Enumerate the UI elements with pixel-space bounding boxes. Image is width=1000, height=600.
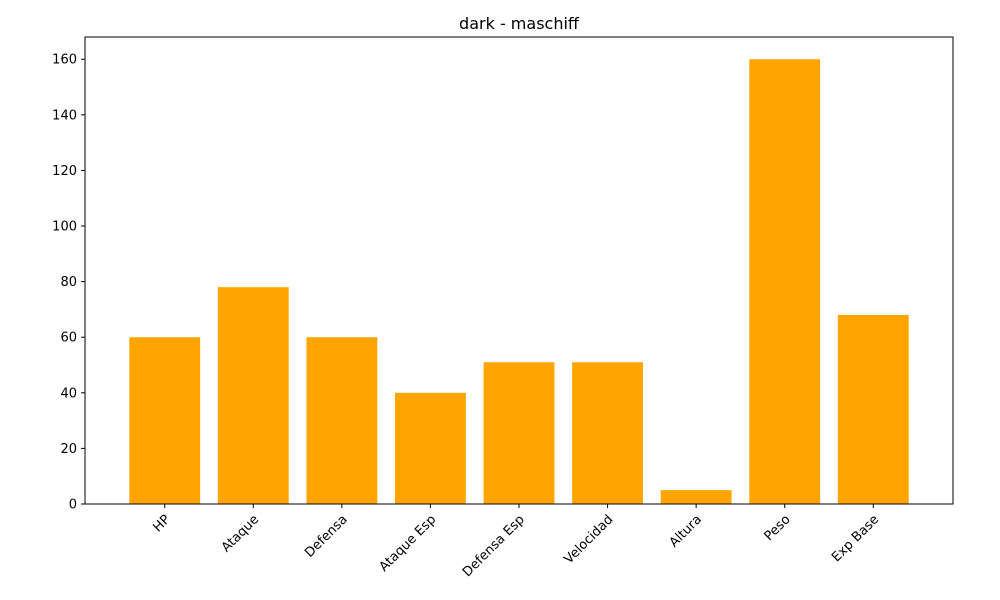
x-tick-label: Ataque Esp	[377, 512, 440, 575]
bar-ataque-esp	[395, 392, 466, 504]
y-tick-label: 100	[52, 220, 77, 235]
plot-frame	[84, 36, 954, 505]
bar-defensa-esp	[483, 362, 555, 504]
bar-velocidad	[572, 362, 643, 504]
x-tick-label: Defensa Esp	[460, 512, 528, 580]
y-tick-label: 140	[52, 108, 77, 123]
x-tick-label: Peso	[762, 512, 794, 544]
bar-defensa	[306, 337, 378, 504]
y-tick-label: 80	[60, 275, 77, 290]
y-tick-label: 0	[69, 498, 77, 513]
x-tick-label: Defensa	[302, 512, 350, 560]
x-tick-label: Ataque	[219, 512, 262, 555]
bar-ataque	[217, 287, 289, 504]
bar-peso	[749, 59, 821, 504]
y-tick-label: 40	[60, 386, 77, 401]
chart-title: dark - maschiff	[459, 14, 580, 33]
x-axis: HP Ataque Defensa Ataque Esp Defensa Esp Velo…	[150, 504, 882, 580]
bar-altura	[660, 490, 732, 504]
y-axis: 0 20 40 60 80 100 120 140 160	[52, 53, 85, 513]
y-tick-label: 160	[52, 53, 77, 68]
x-tick-label: HP	[150, 512, 173, 535]
x-tick-label: Velocidad	[561, 512, 616, 567]
x-tick-label: Altura	[667, 512, 705, 550]
y-tick-label: 120	[52, 164, 77, 179]
bars-group	[129, 59, 909, 504]
bar-hp	[129, 337, 201, 504]
y-tick-label: 60	[60, 331, 77, 346]
y-tick-label: 20	[60, 442, 77, 457]
bar-exp-base	[837, 314, 909, 504]
x-tick-label: Exp Base	[829, 512, 882, 565]
